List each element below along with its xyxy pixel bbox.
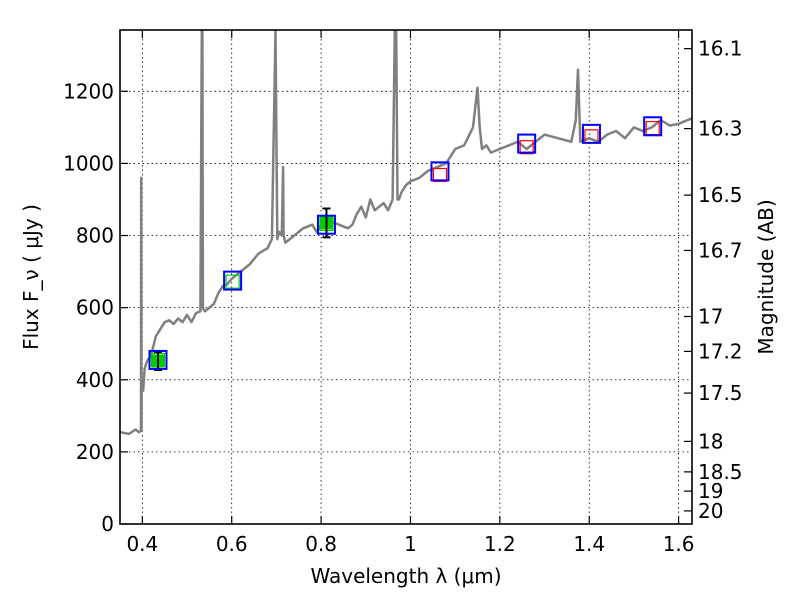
model-point [643,116,663,137]
x-axis-title: Wavelength λ (μm) [310,564,501,588]
y-tick-label: 1200 [63,79,114,103]
model-point [581,123,601,144]
y-tick-label: 200 [76,440,114,464]
y2-tick-label: 17 [698,304,723,328]
x-tick-label: 0.6 [216,532,248,556]
x-tick-label: 1.2 [484,532,516,556]
ticks-layer: 0.4 0.6 0.8 1 1.2 1.4 1.6 0 200 400 600 800 1000 1200… [63,30,743,556]
y2-tick-label: 18 [698,429,723,453]
points-layer [148,116,663,372]
y2-tick-label: 18.5 [698,460,743,484]
x-tick-label: 1.6 [663,532,695,556]
inner-model-point [225,274,240,289]
y-tick-label: 0 [101,512,114,536]
grid-layer [120,30,692,525]
x-tick-label: 1 [404,532,417,556]
y-tick-label: 800 [76,224,114,248]
x-tick-label: 0.4 [126,532,158,556]
y-tick-label: 1000 [63,151,114,175]
y2-tick-label: 17.2 [698,339,743,363]
model-point [517,133,537,154]
inner-model-point [432,167,448,183]
y2-tick-label: 16.5 [698,183,743,207]
plot-frame [119,29,693,525]
y2-tick-label: 20 [698,499,723,523]
model-point [148,349,168,370]
inner-model-point [519,140,534,155]
y2-tick-label: 16.7 [698,238,743,262]
y2-tick-label: 17.5 [698,381,743,405]
y-tick-label: 600 [76,296,114,320]
y2-tick-label: 16.3 [698,117,743,141]
model-point [316,214,336,235]
y2-axis-title: Magnitude (AB) [754,199,778,354]
y2-tick-label: 19 [698,479,723,503]
x-tick-label: 1.4 [573,532,605,556]
model-point [223,270,243,291]
y-tick-label: 400 [76,368,114,392]
x-tick-label: 0.8 [305,532,337,556]
y2-tick-label: 16.1 [698,37,743,61]
model-point [430,161,450,182]
y-axis-title: Flux F_ν ( μJy ) [19,204,43,350]
